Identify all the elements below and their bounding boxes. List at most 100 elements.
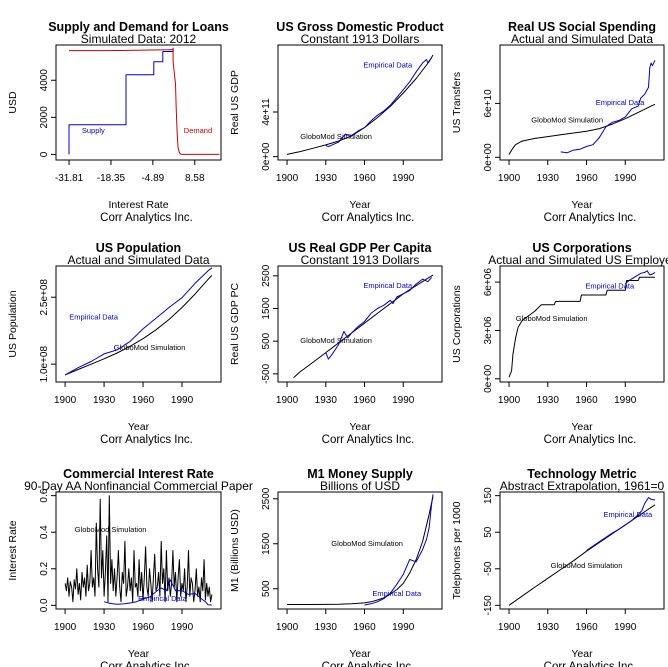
plot-frame: [55, 265, 222, 383]
y-tick-label: 0: [39, 151, 50, 157]
x-tick-label: 1930: [315, 622, 338, 633]
y-axis-label: Real US GDP PC: [229, 283, 241, 365]
series-label: GloboMod Simulation: [75, 525, 147, 534]
x-tick-label: 1900: [54, 395, 77, 406]
chart-title: M1 Money Supply: [307, 467, 413, 481]
x-tick-label: 1990: [614, 173, 637, 184]
y-tick-label: 0.0: [39, 598, 50, 612]
series-line-globomod-simulation: [508, 504, 656, 606]
series-label: Demand: [184, 126, 212, 135]
series-label: Empirical Data: [69, 313, 119, 322]
x-tick-label: -18.35: [97, 173, 126, 184]
y-tick-label: 1.0e+08: [39, 346, 50, 383]
x-tick-label: 1900: [54, 622, 77, 633]
y-tick-label: 6e+10: [483, 89, 494, 118]
chart-title: US Real GDP Per Capita: [289, 241, 433, 255]
x-tick-label: 8.58: [185, 173, 205, 184]
y-tick-label: 3e+06: [483, 316, 494, 345]
chart-title: Commercial Interest Rate: [63, 467, 214, 481]
x-axis-label: Year: [571, 421, 593, 433]
series-line-empirical-data: [64, 267, 213, 376]
series-line-empirical-data: [103, 579, 212, 606]
chart-title: Technology Metric: [527, 467, 637, 481]
series-label: Empirical Data: [596, 98, 646, 107]
credit-label: Corr Analytics Inc.: [100, 212, 193, 224]
plot-frame: [277, 265, 443, 383]
series-label: GloboMod Simulation: [300, 336, 372, 345]
y-tick-label: 2500: [261, 264, 272, 287]
x-tick-label: 1960: [575, 173, 598, 184]
chart-subtitle: 90-Day AA Nonfinancial Commercial Paper: [24, 479, 253, 493]
x-tick-label: 1900: [498, 622, 521, 633]
x-tick-label: 1960: [353, 622, 376, 633]
series-line-empirical-data: [325, 277, 433, 360]
plot-frame: [499, 44, 665, 161]
series-line-globomod-simulation: [64, 275, 213, 376]
y-tick-label: 2500: [261, 487, 272, 510]
x-tick-label: 1960: [132, 622, 155, 633]
chart-title: Supply and Demand for Loans: [48, 20, 229, 34]
plot-frame: [55, 491, 222, 610]
x-tick-label: 1900: [276, 395, 299, 406]
x-tick-label: 1990: [614, 395, 637, 406]
x-tick-label: -31.81: [55, 173, 84, 184]
chart-subtitle: Constant 1913 Dollars: [301, 253, 420, 267]
y-tick-label: 4e+11: [261, 98, 272, 126]
y-tick-label: -50: [483, 561, 494, 576]
plot-frame: [499, 265, 665, 383]
series-line-empirical-data: [624, 270, 656, 285]
x-tick-label: 1960: [132, 395, 155, 406]
series-label: Empirical Data: [585, 282, 635, 291]
y-tick-label: 0.4: [39, 525, 50, 539]
y-axis-label: Interest Rate: [7, 520, 19, 580]
x-tick-label: 1930: [93, 622, 116, 633]
series-label: GloboMod Simulation: [531, 115, 603, 124]
series-label: GloboMod Simulation: [516, 314, 588, 323]
credit-label: Corr Analytics Inc.: [544, 212, 637, 224]
x-tick-label: 1990: [392, 622, 415, 633]
x-tick-label: 1900: [276, 173, 299, 184]
series-label: Empirical Data: [138, 594, 188, 603]
y-tick-label: -150: [483, 595, 494, 615]
y-axis-label: USD: [7, 91, 19, 114]
x-tick-label: 1900: [498, 173, 521, 184]
y-tick-label: 2000: [39, 106, 50, 129]
chart-subtitle: Actual and Simulated US Employer: [488, 253, 668, 267]
chart-title: US Gross Domestic Product: [276, 20, 444, 34]
x-axis-label: Year: [571, 199, 593, 211]
series-label: GloboMod Simulation: [331, 539, 403, 548]
x-tick-label: 1990: [171, 395, 194, 406]
series-line-empirical-data: [364, 494, 434, 606]
x-tick-label: 1960: [353, 395, 376, 406]
x-axis-label: Year: [349, 199, 371, 211]
series-label: Supply: [82, 126, 105, 135]
plot-frame: [499, 491, 665, 610]
x-axis-label: Year: [571, 648, 593, 660]
x-tick-label: 1930: [93, 395, 116, 406]
credit-label: Corr Analytics Inc.: [544, 434, 637, 446]
x-tick-label: 1990: [614, 622, 637, 633]
y-tick-label: 1500: [261, 297, 272, 320]
plot-frame: [277, 491, 443, 610]
x-tick-label: 1900: [498, 395, 521, 406]
chart-title: US Population: [96, 241, 181, 255]
x-tick-label: 1930: [537, 395, 560, 406]
series-line-globomod-simulation: [508, 276, 655, 378]
series-label: Empirical Data: [603, 510, 653, 519]
series-label: GloboMod Simulation: [114, 343, 186, 352]
y-tick-label: 0e+00: [261, 142, 272, 171]
y-axis-label: US Transfers: [451, 72, 463, 133]
x-tick-label: 1990: [392, 395, 415, 406]
x-tick-label: 1960: [575, 395, 598, 406]
x-axis-label: Year: [349, 648, 371, 660]
chart-subtitle: Constant 1913 Dollars: [301, 32, 420, 46]
x-tick-label: 1930: [537, 173, 560, 184]
y-tick-label: 150: [483, 487, 494, 504]
y-axis-label: Real US GDP: [229, 70, 241, 135]
